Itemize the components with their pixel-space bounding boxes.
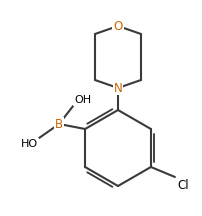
Text: Cl: Cl (177, 179, 188, 192)
Text: OH: OH (74, 95, 91, 105)
Text: N: N (114, 81, 122, 95)
Text: O: O (113, 19, 123, 32)
Text: HO: HO (21, 139, 38, 149)
Text: B: B (55, 118, 63, 130)
